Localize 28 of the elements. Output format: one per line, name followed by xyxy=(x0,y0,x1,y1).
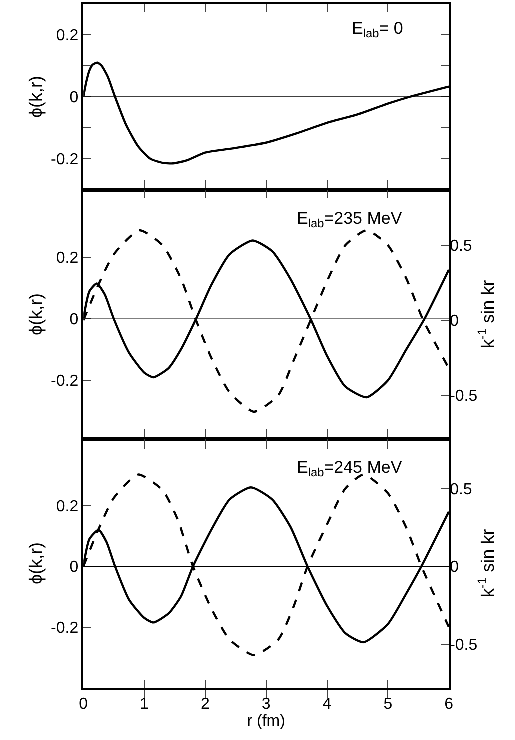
x-tick-label: 6 xyxy=(444,696,454,713)
y-tick-label: -0.2 xyxy=(51,620,79,637)
y-tick-label: 0 xyxy=(70,312,79,329)
y-axis-title: ϕ(k,r) xyxy=(26,76,46,118)
x-tick-label: 5 xyxy=(384,696,393,713)
y-tick-label: 0.2 xyxy=(56,498,79,516)
x-tick-label: 4 xyxy=(322,696,332,713)
y2-tick-label: -0.5 xyxy=(450,637,478,654)
y-tick-label: -0.2 xyxy=(51,373,79,390)
x-tick-label: 3 xyxy=(262,696,271,713)
y-tick-label: 0.2 xyxy=(56,250,79,268)
y-tick-label: 0 xyxy=(70,90,79,107)
annotation: E$_{lab}$= 0 xyxy=(352,19,404,41)
y2-tick-label: -0.5 xyxy=(450,388,478,406)
y2-tick-label: 0.5 xyxy=(450,238,472,256)
x-tick-label: 2 xyxy=(200,696,210,713)
annotation: E$_{lab}$=245 MeV xyxy=(297,458,403,480)
y-axis-title: ϕ(k,r) xyxy=(26,542,46,585)
y2-tick-label: 0 xyxy=(450,313,460,330)
y-axis-title: ϕ(k,r) xyxy=(26,293,46,336)
annotation: E$_{lab}$=235 MeV xyxy=(297,209,403,231)
y-tick-label: -0.2 xyxy=(51,152,79,169)
x-tick-label: 1 xyxy=(140,696,150,713)
x-axis-title: r (fm) xyxy=(247,712,286,730)
y2-tick-label: 0.5 xyxy=(450,481,472,498)
y-tick-label: 0.2 xyxy=(56,28,79,45)
y-tick-label: 0 xyxy=(70,559,79,576)
y2-tick-label: 0 xyxy=(450,559,460,576)
